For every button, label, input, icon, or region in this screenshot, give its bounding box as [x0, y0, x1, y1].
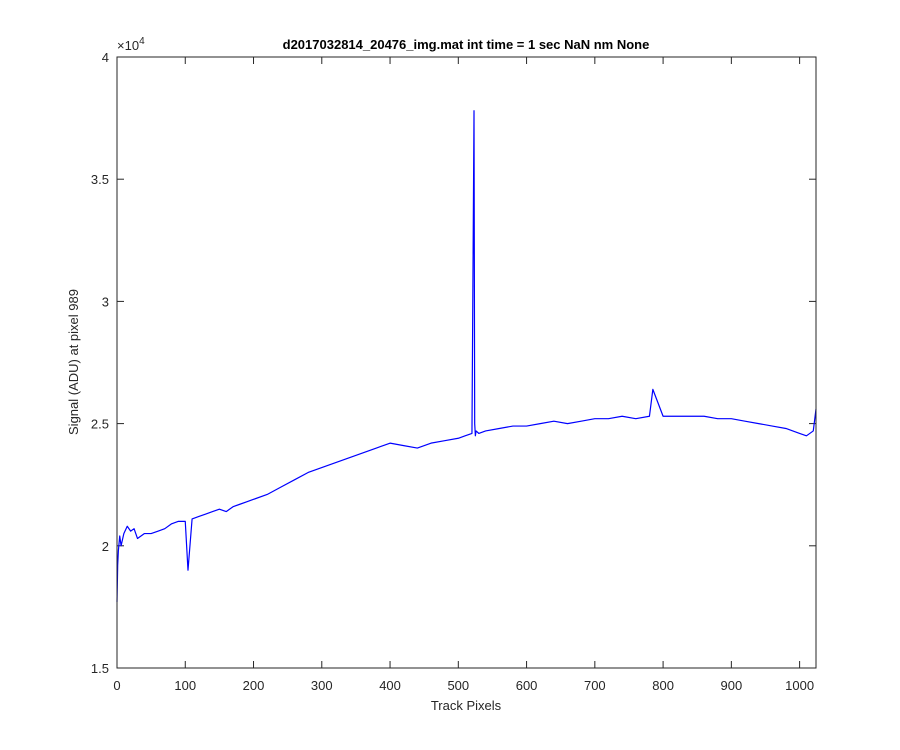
y-tick-label: 4: [102, 50, 109, 65]
y-exponent-label: ×104: [117, 36, 145, 53]
x-tick-label: 700: [584, 678, 606, 693]
x-tick-label: 500: [447, 678, 469, 693]
x-tick-label: 1000: [785, 678, 814, 693]
signal-series-line: [116, 110, 817, 603]
chart-title: d2017032814_20476_img.mat int time = 1 s…: [283, 37, 650, 52]
x-tick-label: 400: [379, 678, 401, 693]
y-tick-label: 3.5: [91, 172, 109, 187]
y-tick-label: 1.5: [91, 661, 109, 676]
axes-background: [117, 57, 816, 668]
y-axis-label: Signal (ADU) at pixel 989: [66, 289, 81, 435]
y-tick-label: 3: [102, 294, 109, 309]
axes-box: [116, 56, 817, 669]
x-tick-label: 600: [516, 678, 538, 693]
x-tick-label: 0: [113, 678, 120, 693]
x-tick-label: 100: [174, 678, 196, 693]
y-tick-label: 2.5: [91, 417, 109, 432]
ticks-layer: 0 100 200 300 400 500 600 700 800 900 1000 1.5 2 2.5 3…: [91, 50, 816, 693]
x-tick-label: 300: [311, 678, 333, 693]
x-axis-label: Track Pixels: [431, 698, 502, 713]
y-exponent-base: ×10: [117, 38, 139, 53]
y-exponent-power: 4: [139, 36, 145, 47]
x-tick-label: 800: [652, 678, 674, 693]
y-tick-label: 2: [102, 539, 109, 554]
x-tick-label: 900: [721, 678, 743, 693]
x-tick-label: 200: [243, 678, 265, 693]
